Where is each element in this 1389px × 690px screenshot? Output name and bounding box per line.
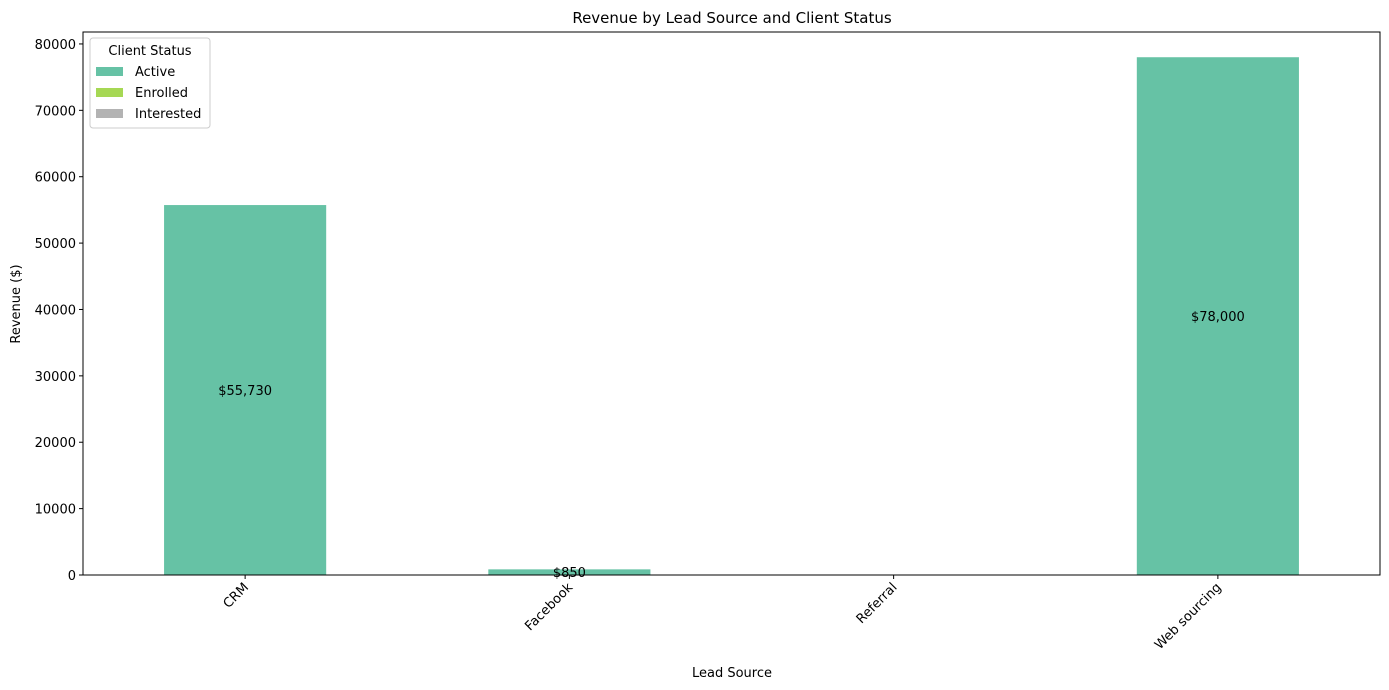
y-tick-label: 0	[68, 569, 76, 584]
bars-layer	[164, 57, 1299, 576]
y-tick-label: 60000	[35, 171, 76, 186]
legend-swatch-enrolled	[96, 88, 123, 97]
y-tick-label: 30000	[35, 370, 76, 385]
data-labels-layer: $55,730 $850 $78,000	[218, 310, 1245, 581]
legend-swatch-active	[96, 67, 123, 76]
legend-box	[89, 37, 211, 129]
chart-title: Revenue by Lead Source and Client Status	[572, 9, 892, 27]
y-tick-label: 70000	[35, 104, 76, 119]
bar-active-web-sourcing	[1136, 57, 1299, 576]
bar-active-facebook	[488, 569, 651, 575]
y-tick-label: 40000	[35, 303, 76, 318]
y-tick-label: 10000	[35, 503, 76, 518]
y-tick-label: 80000	[35, 38, 76, 53]
y-tick-label: 50000	[35, 237, 76, 252]
y-tick-label: 20000	[35, 436, 76, 451]
data-label: $78,000	[1191, 310, 1245, 325]
y-axis-label: Revenue ($)	[9, 264, 24, 343]
legend-label-interested: Interested	[135, 107, 201, 122]
data-label: $55,730	[218, 384, 272, 399]
legend: Client Status Active Enrolled Interested	[89, 37, 211, 129]
x-axis-label: Lead Source	[692, 666, 772, 681]
legend-swatch-interested	[96, 109, 123, 118]
legend-label-enrolled: Enrolled	[135, 86, 188, 101]
legend-label-active: Active	[135, 65, 175, 80]
data-label: $850	[553, 566, 586, 581]
legend-title: Client Status	[108, 44, 191, 59]
plot-frame	[82, 31, 1381, 576]
bar-active-crm	[164, 205, 327, 576]
